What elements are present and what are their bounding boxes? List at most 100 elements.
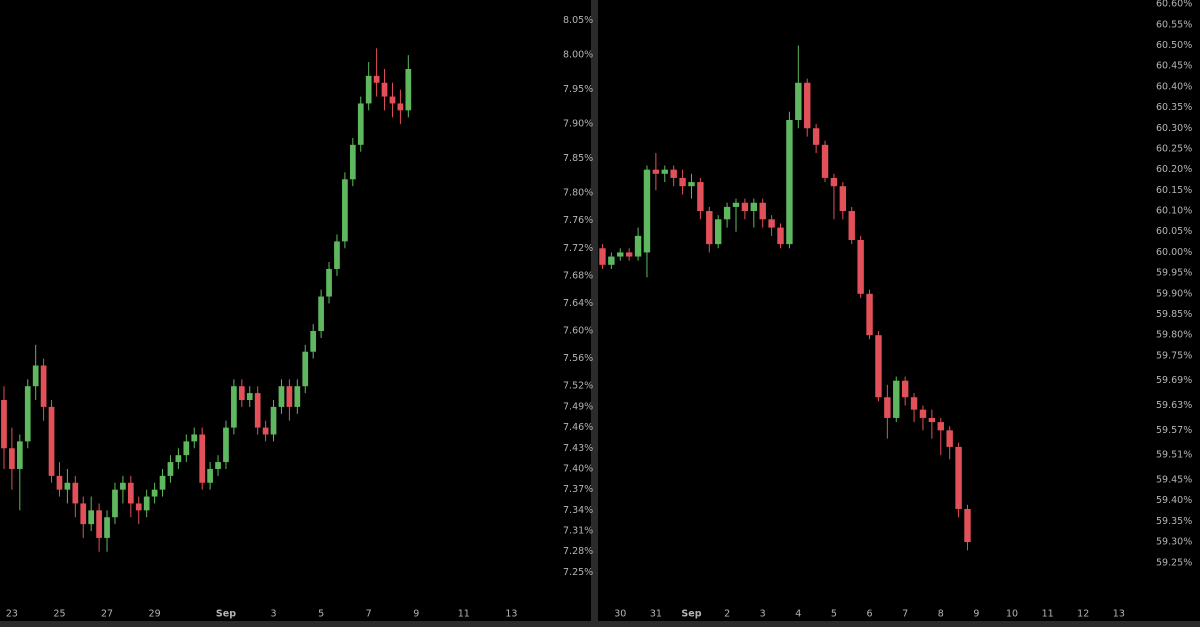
y-tick-label: 60.30% [1156, 123, 1192, 134]
candle-body [104, 517, 110, 538]
y-tick-label: 7.80% [563, 188, 593, 199]
y-tick-label: 60.20% [1156, 164, 1192, 175]
y-tick-label: 60.45% [1156, 61, 1192, 72]
y-tick-label: 7.64% [563, 298, 593, 309]
candle-body [270, 406, 277, 435]
x-tick-label: 5 [831, 609, 837, 620]
x-tick-label: Sep [216, 609, 236, 620]
candle-body [768, 219, 775, 228]
candle-body [9, 448, 15, 469]
candle-body [830, 177, 838, 187]
candle-body [254, 393, 261, 428]
candle-body [804, 82, 811, 129]
candle-body [64, 482, 71, 490]
y-tick-label: 8.05% [563, 15, 593, 26]
candle-body [634, 235, 642, 257]
candle-body [40, 365, 47, 407]
candle-body [866, 293, 873, 336]
candle-body [652, 169, 660, 174]
y-tick-label: 7.60% [563, 326, 593, 337]
y-tick-label: 7.90% [563, 119, 593, 130]
candle-body [812, 128, 820, 145]
x-tick-label: 5 [318, 609, 324, 620]
x-tick-label: 8 [938, 609, 944, 620]
y-tick-label: 60.00% [1156, 247, 1192, 258]
candle-body [191, 434, 198, 442]
y-tick-label: 7.85% [563, 153, 593, 164]
candle-body [278, 386, 285, 407]
y-tick-label: 59.90% [1156, 288, 1192, 299]
candle-body [625, 252, 633, 257]
y-tick-label: 7.31% [563, 526, 593, 537]
y-tick-label: 59.25% [1156, 557, 1192, 568]
y-tick-label: 59.69% [1156, 375, 1192, 386]
x-tick-label: 7 [902, 609, 908, 620]
candle-body [688, 182, 695, 187]
y-tick-label: 60.10% [1156, 206, 1192, 217]
x-tick-label: 25 [53, 609, 65, 620]
y-tick-label: 59.75% [1156, 350, 1192, 361]
y-tick-label: 7.56% [563, 353, 593, 364]
candle-body [112, 489, 118, 518]
x-tick-label: 23 [6, 609, 18, 620]
y-tick-label: 59.30% [1156, 537, 1192, 548]
candle-body [821, 144, 829, 178]
candle-body [397, 103, 404, 111]
candle-body [48, 406, 55, 476]
candle-body [732, 202, 740, 207]
y-tick-label: 59.45% [1156, 475, 1192, 486]
x-tick-label: 10 [1006, 609, 1018, 620]
candle-body [381, 82, 388, 97]
candle-body [697, 182, 704, 212]
candle-body [955, 446, 962, 509]
y-tick-label: 7.40% [563, 463, 593, 474]
x-tick-label: 9 [413, 609, 419, 620]
x-tick-label: 27 [101, 609, 113, 620]
y-tick-label: 59.63% [1156, 400, 1192, 411]
candle-body [910, 397, 918, 410]
candle-body [777, 227, 784, 245]
candle-body [32, 365, 39, 387]
y-tick-label: 7.37% [563, 484, 593, 495]
candle-body [759, 202, 766, 220]
x-tick-label: 12 [1077, 609, 1089, 620]
x-tick-label: 30 [614, 609, 626, 620]
y-tick-label: 7.72% [563, 243, 593, 254]
x-tick-label: 3 [760, 609, 766, 620]
candle-body [795, 82, 802, 120]
y-tick-label: 59.40% [1156, 495, 1192, 506]
candle-body [608, 256, 615, 265]
y-tick-label: 7.43% [563, 443, 593, 454]
y-tick-label: 60.05% [1156, 226, 1192, 237]
y-tick-label: 7.76% [563, 215, 593, 226]
y-tick-label: 59.95% [1156, 268, 1192, 279]
y-tick-label: 60.50% [1156, 40, 1192, 51]
y-tick-label: 59.57% [1156, 425, 1192, 436]
y-tick-label: 60.25% [1156, 143, 1192, 154]
candle-body [262, 427, 269, 435]
candle-body [919, 409, 927, 418]
candle-body [334, 241, 340, 269]
x-tick-label: Sep [681, 609, 701, 620]
y-tick-label: 60.60% [1156, 0, 1192, 10]
candle-body [875, 335, 882, 398]
candle-body [884, 397, 891, 418]
candle-body [231, 386, 237, 428]
y-tick-label: 7.49% [563, 401, 593, 412]
candle-body [857, 240, 864, 294]
x-tick-label: 2 [724, 609, 730, 620]
candle-body [80, 503, 87, 525]
candle-body [750, 202, 758, 212]
y-tick-label: 59.80% [1156, 330, 1192, 341]
candle-body [661, 169, 668, 174]
candle-body [839, 186, 847, 212]
candle-body [373, 75, 380, 83]
y-tick-label: 7.68% [563, 270, 593, 281]
y-tick-label: 7.28% [563, 546, 593, 557]
candle-body [56, 475, 63, 490]
y-tick-label: 59.35% [1156, 516, 1192, 527]
candle-body [679, 177, 686, 187]
candle-body [964, 508, 971, 543]
